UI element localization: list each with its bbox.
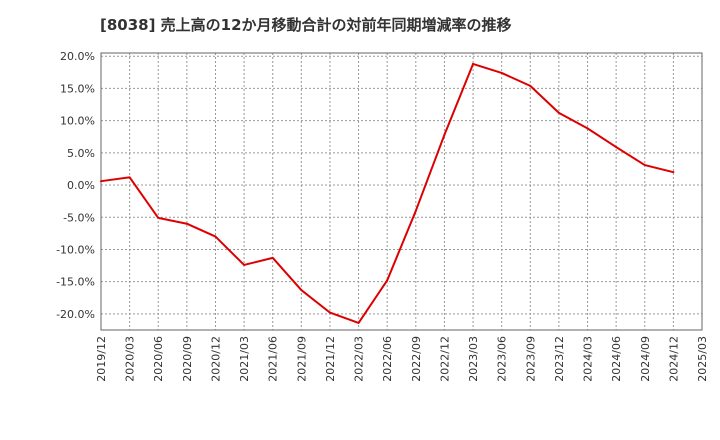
data-point (615, 146, 618, 149)
x-tick-label: 2021/12 (324, 336, 337, 382)
x-tick-label: 2023/12 (553, 336, 566, 382)
x-tick-label: 2019/12 (95, 336, 108, 382)
x-tick-label: 2024/03 (582, 336, 595, 382)
data-point (529, 84, 532, 87)
y-tick-label: -5.0% (63, 211, 95, 224)
x-tick-label: 2021/06 (267, 336, 280, 382)
x-tick-label: 2024/12 (667, 336, 680, 382)
x-tick-label: 2022/09 (410, 336, 423, 382)
data-point (586, 127, 589, 130)
data-point (672, 171, 675, 174)
x-tick-label: 2023/03 (467, 336, 480, 382)
data-point (243, 263, 246, 266)
y-tick-label: -20.0% (56, 308, 95, 321)
plot-frame (100, 52, 703, 331)
x-tick-label: 2024/09 (639, 336, 652, 382)
x-tick-label: 2021/03 (238, 336, 251, 382)
data-point (214, 235, 217, 238)
data-point (271, 256, 274, 259)
x-tick-label: 2020/09 (181, 336, 194, 382)
x-tick-label: 2021/09 (295, 336, 308, 382)
y-tick-label: -10.0% (56, 243, 95, 256)
data-point (357, 321, 360, 324)
x-tick-label: 2020/06 (152, 336, 165, 382)
y-tick-label: 10.0% (60, 115, 95, 128)
x-tick-label: 2020/03 (124, 336, 137, 382)
data-point (185, 222, 188, 225)
data-point (500, 71, 503, 74)
x-tick-label: 2022/03 (353, 336, 366, 382)
x-tick-label: 2023/06 (496, 336, 509, 382)
y-tick-label: 0.0% (67, 179, 95, 192)
y-tick-label: 5.0% (67, 147, 95, 160)
data-point (100, 180, 102, 183)
data-point (157, 216, 160, 219)
data-point (300, 289, 303, 292)
data-point (443, 133, 446, 136)
y-tick-label: 15.0% (60, 82, 95, 95)
chart-title: [8038] 売上高の12か月移動合計の対前年同期増減率の推移 (100, 16, 512, 34)
x-tick-label: 2022/12 (438, 336, 451, 382)
y-tick-label: -15.0% (56, 276, 95, 289)
data-point (414, 209, 417, 212)
x-tick-label: 2023/09 (524, 336, 537, 382)
data-point (386, 279, 389, 282)
x-tick-label: 2022/06 (381, 336, 394, 382)
x-tick-label: 2024/06 (610, 336, 623, 382)
x-tick-label: 2020/12 (209, 336, 222, 382)
data-point (328, 311, 331, 314)
y-tick-label: 20.0% (60, 50, 95, 63)
data-point (128, 176, 131, 179)
data-point (557, 111, 560, 114)
x-tick-label: 2025/03 (696, 336, 709, 382)
data-point (472, 62, 475, 65)
data-point (643, 164, 646, 167)
